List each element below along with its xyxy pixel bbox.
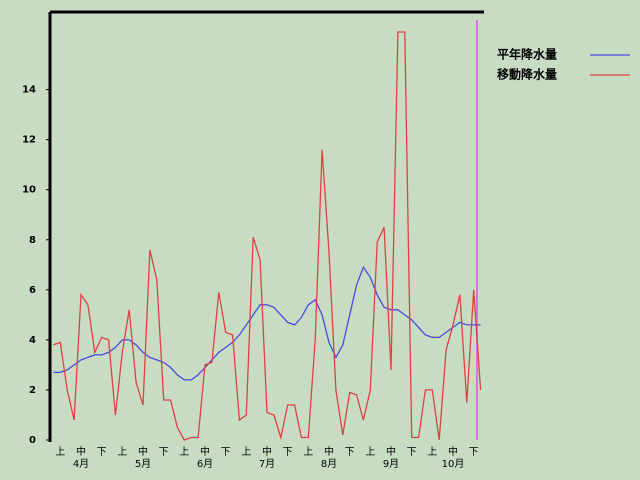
x-tick-label: 中 xyxy=(386,445,396,458)
x-tick-label: 中 xyxy=(200,445,210,458)
y-tick-label: 2 xyxy=(29,385,36,396)
x-tick-label: 中 xyxy=(138,445,148,458)
month-label: 9月 xyxy=(383,458,399,470)
x-tick-label: 上 xyxy=(117,446,127,458)
month-label: 7月 xyxy=(259,458,275,470)
month-label: 4月 xyxy=(73,458,89,470)
x-tick-label: 上 xyxy=(427,446,437,458)
y-tick-label: 14 xyxy=(22,85,36,96)
y-tick-label: 8 xyxy=(29,235,36,246)
x-tick-label: 上 xyxy=(55,446,65,458)
x-tick-label: 上 xyxy=(179,446,189,458)
x-tick-label: 中 xyxy=(76,445,86,458)
month-label: 5月 xyxy=(135,458,151,470)
legend-label: 移動降水量 xyxy=(497,67,557,82)
x-tick-label: 下 xyxy=(97,447,107,458)
x-tick-label: 下 xyxy=(469,447,479,458)
y-tick-label: 6 xyxy=(29,285,36,296)
x-tick-label: 上 xyxy=(303,446,313,458)
x-tick-label: 下 xyxy=(345,447,355,458)
month-label: 10月 xyxy=(442,458,465,470)
y-tick-label: 0 xyxy=(29,435,36,446)
legend-label: 平年降水量 xyxy=(497,47,557,62)
x-tick-label: 下 xyxy=(407,447,417,458)
x-tick-label: 上 xyxy=(241,446,251,458)
x-tick-label: 下 xyxy=(283,447,293,458)
month-label: 6月 xyxy=(197,458,213,470)
x-tick-label: 中 xyxy=(324,445,334,458)
x-tick-label: 中 xyxy=(448,445,458,458)
x-tick-label: 下 xyxy=(159,447,169,458)
y-tick-label: 4 xyxy=(29,335,36,346)
series-line xyxy=(53,31,482,441)
y-tick-label: 10 xyxy=(22,185,36,196)
y-tick-label: 12 xyxy=(22,135,36,146)
x-tick-label: 下 xyxy=(221,447,231,458)
month-label: 8月 xyxy=(321,458,337,470)
x-tick-label: 上 xyxy=(365,446,375,458)
x-tick-label: 中 xyxy=(262,445,272,458)
